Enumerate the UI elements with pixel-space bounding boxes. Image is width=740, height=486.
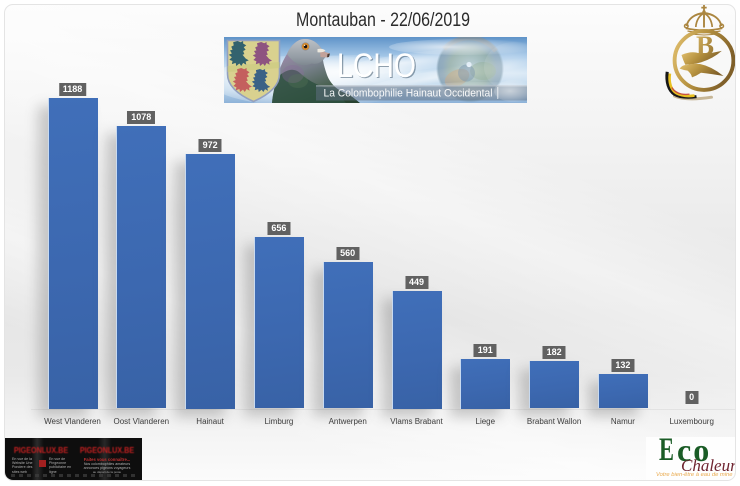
svg-text:B: B bbox=[696, 31, 714, 61]
svg-text:La Colombophilie Hainaut Occid: La Colombophilie Hainaut Occidental bbox=[324, 87, 493, 99]
svg-text:LCHO: LCHO bbox=[338, 48, 417, 86]
svg-text:LCHO: LCHO bbox=[337, 47, 416, 85]
